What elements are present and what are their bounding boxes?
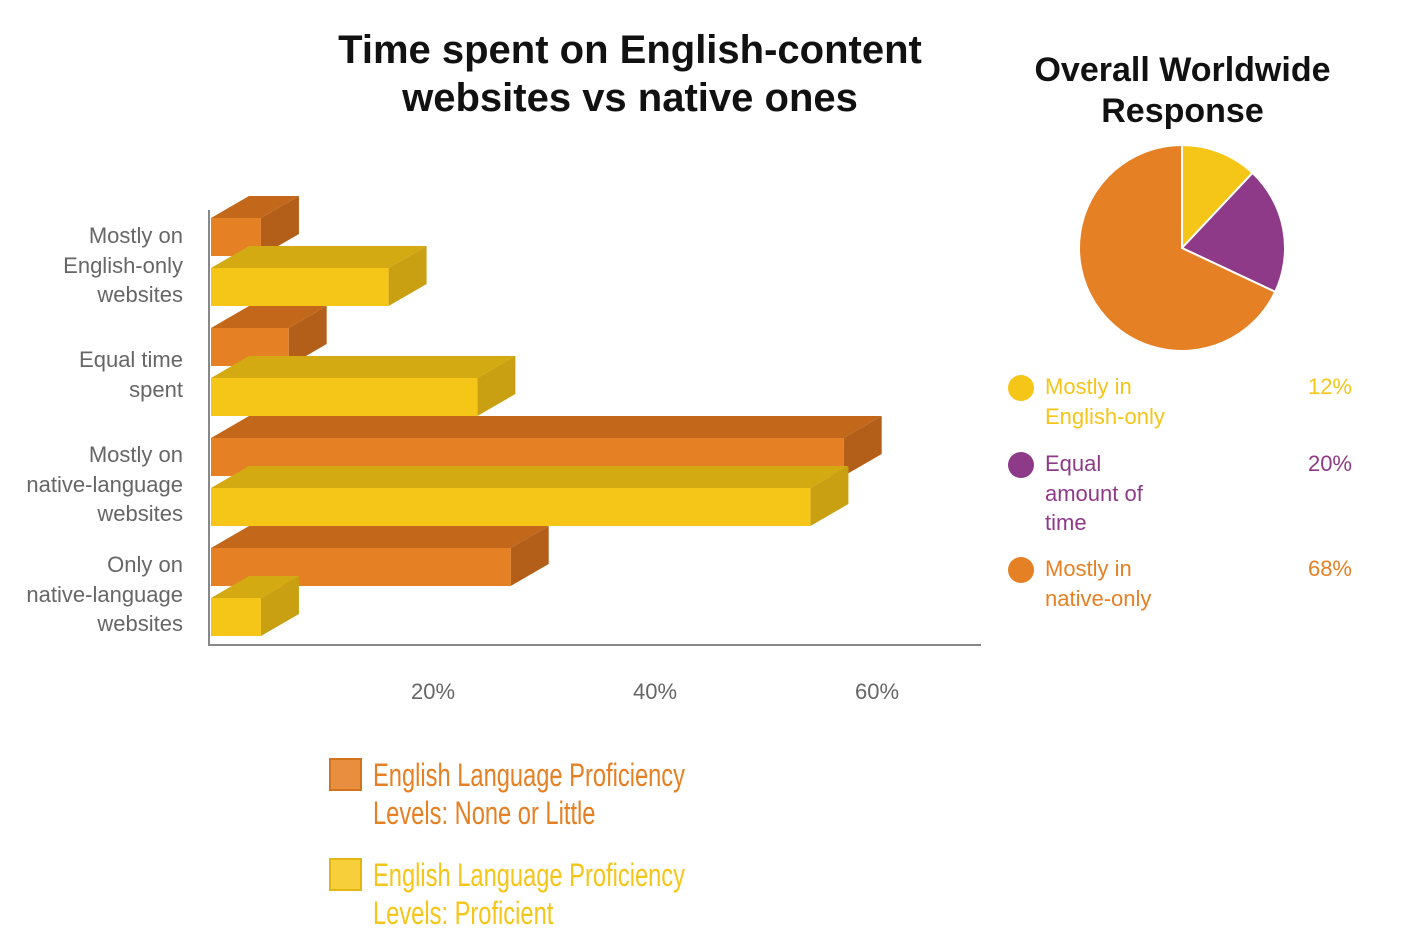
x-tick-label: 60%	[855, 679, 899, 704]
x-tick-labels: 20% 40% 60%	[411, 679, 899, 704]
bar-legend-label: English Language Proficiency Levels: Non…	[373, 756, 685, 832]
legend-swatch-icon	[329, 758, 362, 791]
category-label-line: Mostly on	[88, 442, 183, 467]
pie-legend-label-line: Equal	[1045, 451, 1102, 476]
category-label-equal-time: Equal time spent	[79, 345, 183, 404]
bar-proficient	[211, 246, 427, 306]
bar-top-face	[211, 416, 882, 438]
x-tick-label: 40%	[633, 679, 677, 704]
legend-dot-icon	[1008, 557, 1034, 583]
legend-dot-icon	[1008, 375, 1034, 401]
pie-slice-equal-amount-of-time	[1180, 171, 1286, 294]
category-label-line: English-only	[63, 252, 183, 278]
category-label-only-native: Only on native-language websites	[26, 550, 183, 639]
category-label-line: websites	[97, 611, 183, 636]
pie-legend-label-line: time	[1045, 510, 1087, 535]
bar-front-face	[211, 488, 811, 526]
pie-legend-label-line: amount of	[1045, 480, 1143, 506]
category-label-line: websites	[97, 501, 183, 526]
bar-none-or-little	[211, 306, 327, 366]
pie-legend-label: Mostly in native-only	[1045, 554, 1205, 613]
pie-chart-title: Overall Worldwide Response	[1000, 50, 1365, 132]
category-label-english-only: Mostly on English-only websites	[63, 221, 183, 310]
bar-chart-title: Time spent on English-content websites v…	[338, 28, 922, 120]
category-label-line: Only on	[107, 552, 183, 577]
pie-legend-value: 12%	[1307, 374, 1352, 399]
pie-slice-mostly-in-english-only	[1181, 143, 1254, 251]
bar-top-face	[211, 576, 299, 598]
bar-side-face	[260, 196, 299, 256]
bar-side-face	[388, 246, 427, 306]
bar-none-or-little	[211, 196, 299, 256]
bar-top-face	[211, 466, 849, 488]
pie-legend-label-line: English-only	[1045, 403, 1165, 429]
bar-front-face	[211, 268, 389, 306]
bar-side-face	[288, 306, 327, 366]
bar-legend-label-line: Levels: Proficient	[373, 895, 554, 931]
bar-top-face	[211, 196, 299, 218]
category-label-mostly-native: Mostly on native-language websites	[26, 440, 183, 529]
category-label-line: Equal time	[79, 347, 183, 372]
pie-legend-value: 68%	[1307, 556, 1352, 581]
bar-legend-label-line: Levels: None or Little	[373, 795, 596, 831]
pie-slice-mostly-in-native-only	[1078, 143, 1277, 352]
legend-dot-icon	[1008, 452, 1034, 478]
bar-front-face	[211, 598, 261, 636]
pie-legend-label: Mostly in English-only	[1045, 372, 1205, 431]
pie-title-line: Overall Worldwide	[1034, 51, 1331, 89]
bar-front-face	[211, 378, 478, 416]
pie-legend-label: Equal amount of time	[1045, 449, 1205, 538]
x-tick-label: 20%	[411, 679, 455, 704]
bar-plot-area	[211, 196, 882, 636]
bar-top-face	[211, 246, 427, 268]
category-label-line: spent	[129, 376, 183, 402]
category-label-line: Mostly on	[88, 223, 183, 248]
bar-legend-label-line: English Language Proficiency	[373, 857, 685, 893]
bar-top-face	[211, 526, 549, 548]
pie-legend-label-line: Mostly in	[1045, 556, 1132, 581]
pie-title-line: Response	[1101, 92, 1264, 130]
legend-swatch-icon	[329, 858, 362, 891]
bar-top-face	[211, 356, 516, 378]
bar-proficient	[211, 466, 849, 526]
bar-side-face	[843, 416, 882, 476]
category-label-line: native-language	[26, 581, 183, 607]
category-label-line: native-language	[26, 471, 183, 497]
bar-proficient	[211, 576, 299, 636]
bar-side-face	[510, 526, 549, 586]
category-label-line: websites	[97, 282, 183, 307]
pie-chart	[1078, 143, 1286, 352]
bar-top-face	[211, 306, 327, 328]
bar-legend-label: English Language Proficiency Levels: Pro…	[373, 856, 685, 932]
pie-legend-label-line: native-only	[1045, 585, 1152, 611]
pie-legend-value: 20%	[1307, 451, 1352, 476]
bar-side-face	[477, 356, 516, 416]
pie-legend-label-line: Mostly in	[1045, 374, 1132, 399]
bar-proficient	[211, 356, 516, 416]
bar-side-face	[810, 466, 849, 526]
bar-side-face	[260, 576, 299, 636]
bar-legend-label-line: English Language Proficiency	[373, 757, 685, 793]
